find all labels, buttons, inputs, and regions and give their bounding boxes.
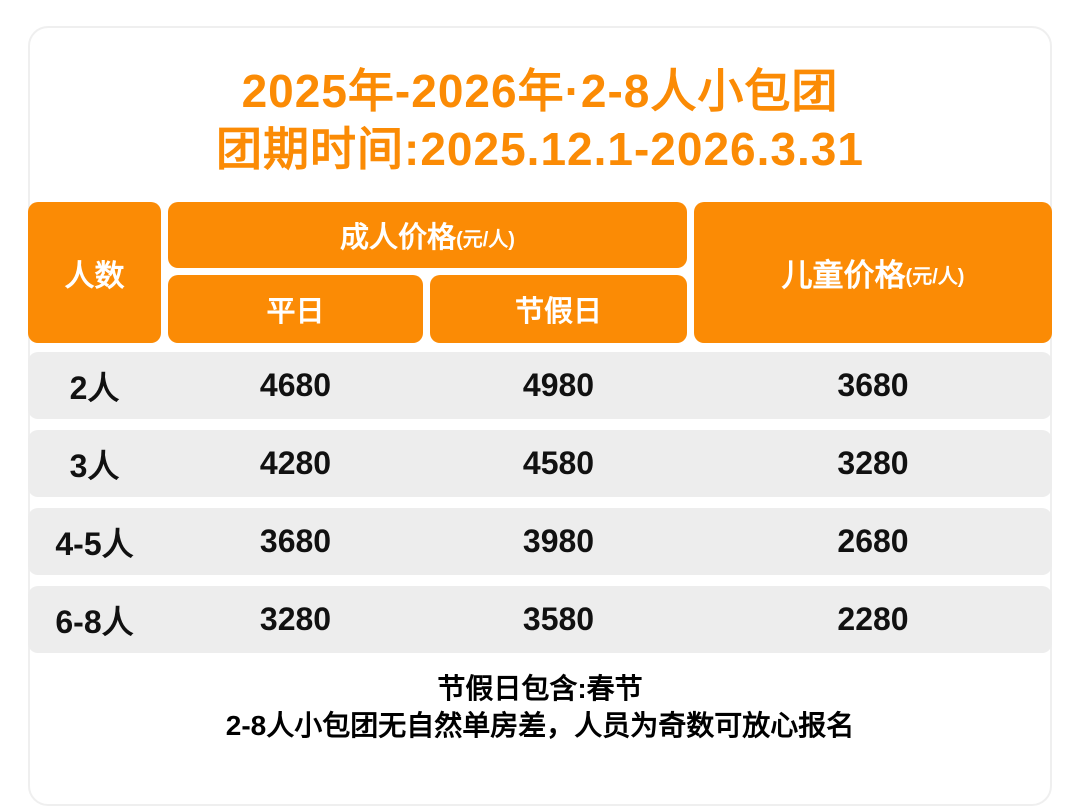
- header-adult-unit: (元/人): [456, 228, 515, 251]
- table-row: 4-5人 3680 3980 2680: [28, 508, 1052, 575]
- table-row: 3人 4280 4580 3280: [28, 430, 1052, 497]
- page-title: 2025年-2026年·2-8人小包团 团期时间:2025.12.1-2026.…: [28, 62, 1052, 178]
- cell-weekday-price: 4280: [259, 445, 332, 481]
- cell-holiday-price: 3580: [522, 601, 595, 637]
- header-child-unit: (元/人): [905, 266, 965, 288]
- footer-note-1: 节假日包含:春节: [437, 673, 643, 704]
- cell-holiday-price: 3980: [522, 523, 595, 559]
- header-people-label: 人数: [64, 259, 125, 293]
- header-holiday-label: 节假日: [514, 296, 602, 328]
- table-body: 2人 4680 4980 3680 3人 4280 4580 3280 4-5人…: [28, 352, 1052, 653]
- header-child-price: 儿童价格 (元/人): [694, 202, 1052, 343]
- header-adult-price: 成人价格 (元/人): [168, 202, 687, 268]
- title-line-1: 2025年-2026年·2-8人小包团: [241, 65, 839, 117]
- table-row: 2人 4680 4980 3680: [28, 352, 1052, 419]
- cell-people: 6-8人: [55, 603, 134, 640]
- footer-notes: 节假日包含:春节 2-8人小包团无自然单房差，人员为奇数可放心报名: [28, 670, 1052, 744]
- price-table-card: 2025年-2026年·2-8人小包团 团期时间:2025.12.1-2026.…: [28, 26, 1052, 806]
- cell-weekday-price: 3680: [259, 523, 332, 559]
- cell-holiday-price: 4580: [522, 445, 595, 481]
- footer-note-2: 2-8人小包团无自然单房差，人员为奇数可放心报名: [225, 710, 855, 741]
- cell-child-price: 3280: [837, 445, 909, 481]
- cell-weekday-price: 4680: [259, 367, 332, 403]
- header-adult-label: 成人价格: [340, 222, 457, 254]
- table-header: 人数 成人价格 (元/人) 平日 节假日 儿童价格 (元/人): [28, 202, 1052, 343]
- header-weekday-label: 平日: [266, 296, 325, 328]
- cell-holiday-price: 4980: [522, 367, 595, 403]
- header-child-label: 儿童价格: [781, 258, 906, 293]
- title-line-2: 团期时间:2025.12.1-2026.3.31: [216, 123, 864, 175]
- cell-people: 3人: [69, 447, 120, 484]
- cell-child-price: 3680: [837, 367, 909, 403]
- cell-people: 2人: [69, 369, 120, 406]
- header-weekday: 平日: [168, 275, 423, 343]
- table-row: 6-8人 3280 3580 2280: [28, 586, 1052, 653]
- header-people: 人数: [28, 202, 161, 343]
- cell-people: 4-5人: [55, 525, 134, 562]
- cell-child-price: 2280: [837, 601, 909, 637]
- cell-weekday-price: 3280: [259, 601, 332, 637]
- cell-child-price: 2680: [837, 523, 909, 559]
- header-holiday: 节假日: [430, 275, 687, 343]
